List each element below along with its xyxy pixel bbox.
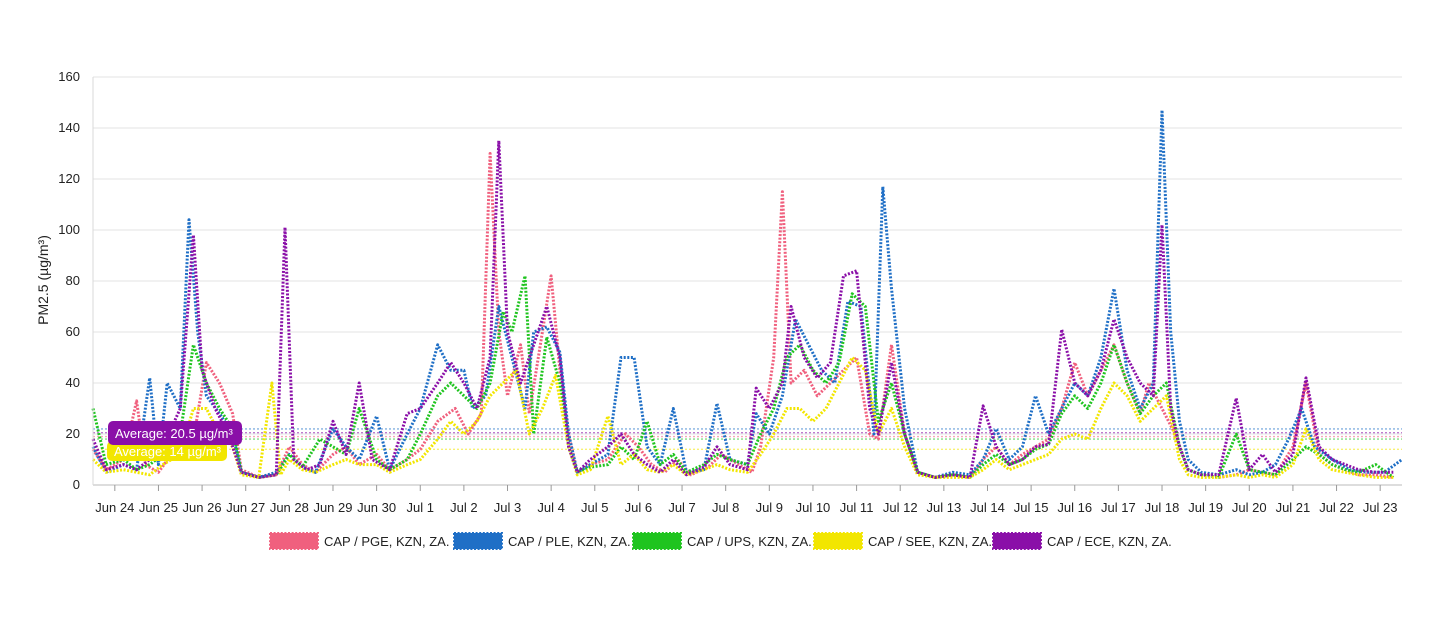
- legend-swatch[interactable]: [992, 532, 1042, 550]
- x-tick-label: Jul 12: [883, 500, 918, 515]
- average-badge: [108, 421, 242, 445]
- x-tick-label: Jul 16: [1057, 500, 1092, 515]
- y-tick-label: 20: [66, 426, 80, 441]
- x-tick-label: Jun 28: [270, 500, 309, 515]
- y-axis-title: PM2.5 (µg/m³): [35, 235, 51, 325]
- x-tick-label: Jul 7: [668, 500, 695, 515]
- legend-label[interactable]: CAP / PLE, KZN, ZA.: [508, 534, 631, 549]
- series-line: [91, 152, 1394, 479]
- average-badge: [107, 441, 227, 461]
- legend-swatch[interactable]: [813, 532, 863, 550]
- legend-label[interactable]: CAP / ECE, KZN, ZA.: [1047, 534, 1172, 549]
- y-tick-label: 40: [66, 375, 80, 390]
- x-tick-label: Jul 21: [1276, 500, 1311, 515]
- x-tick-label: Jul 2: [450, 500, 477, 515]
- y-tick-label: 60: [66, 324, 80, 339]
- x-tick-label: Jul 19: [1188, 500, 1223, 515]
- y-tick-label: 120: [58, 171, 80, 186]
- x-tick-label: Jun 24: [95, 500, 134, 515]
- y-tick-label: 160: [58, 69, 80, 84]
- x-tick-label: Jun 29: [313, 500, 352, 515]
- x-tick-label: Jul 1: [407, 500, 434, 515]
- x-tick-label: Jul 11: [840, 500, 874, 515]
- x-tick-label: Jul 17: [1101, 500, 1136, 515]
- average-badge-label: Average: 20.5 µg/m³: [115, 426, 233, 441]
- legend-swatch[interactable]: [632, 532, 682, 550]
- legend-label[interactable]: CAP / SEE, KZN, ZA.: [868, 534, 992, 549]
- series-line: [91, 274, 1395, 479]
- x-tick-label: Jul 8: [712, 500, 739, 515]
- x-tick-label: Jul 23: [1363, 500, 1398, 515]
- average-badges: Average: 14 µg/m³ Average: 20.5 µg/m³: [107, 421, 242, 461]
- y-tick-label: 0: [73, 477, 80, 492]
- series-line: [91, 139, 1394, 479]
- reference-lines: [93, 428, 1402, 450]
- x-tick-label: Jul 18: [1145, 500, 1180, 515]
- legend-label[interactable]: CAP / PGE, KZN, ZA.: [324, 534, 449, 549]
- x-tick-label: Jul 6: [625, 500, 652, 515]
- x-tick-label: Jul 14: [970, 500, 1005, 515]
- legend-swatch[interactable]: [453, 532, 503, 550]
- x-tick-label: Jul 3: [494, 500, 521, 515]
- series-line: [91, 108, 1403, 479]
- legend-swatch[interactable]: [269, 532, 319, 550]
- x-tick-label: Jun 30: [357, 500, 396, 515]
- y-tick-label: 100: [58, 222, 80, 237]
- x-tick-label: Jun 25: [139, 500, 178, 515]
- x-tick-label: Jul 9: [756, 500, 783, 515]
- x-tick-label: Jul 20: [1232, 500, 1267, 515]
- x-tick-label: Jun 26: [183, 500, 222, 515]
- series-line: [91, 356, 1394, 479]
- x-tick-label: Jul 15: [1014, 500, 1049, 515]
- x-tick-label: Jun 27: [226, 500, 265, 515]
- y-tick-label: 140: [58, 120, 80, 135]
- legend-label[interactable]: CAP / UPS, KZN, ZA.: [687, 534, 812, 549]
- x-tick-label: Jul 4: [537, 500, 564, 515]
- x-tick-label: Jul 10: [796, 500, 831, 515]
- average-badge-label: Average: 14 µg/m³: [114, 444, 222, 459]
- x-tick-label: Jul 5: [581, 500, 608, 515]
- grid: [93, 76, 1402, 486]
- y-tick-label: 80: [66, 273, 80, 288]
- y-axis: 0 20 40 60 80 100 120 140 160: [58, 69, 94, 492]
- x-axis: Jun 24 Jun 25 Jun 26 Jun 27 Jun 28 Jun 29 Jun …: [95, 485, 1398, 515]
- x-tick-label: Jul 22: [1319, 500, 1354, 515]
- x-tick-label: Jul 13: [926, 500, 961, 515]
- series-lines: [91, 108, 1403, 479]
- legend: CAP / PGE, KZN, ZA. CAP / PLE, KZN, ZA. CA…: [269, 532, 1172, 550]
